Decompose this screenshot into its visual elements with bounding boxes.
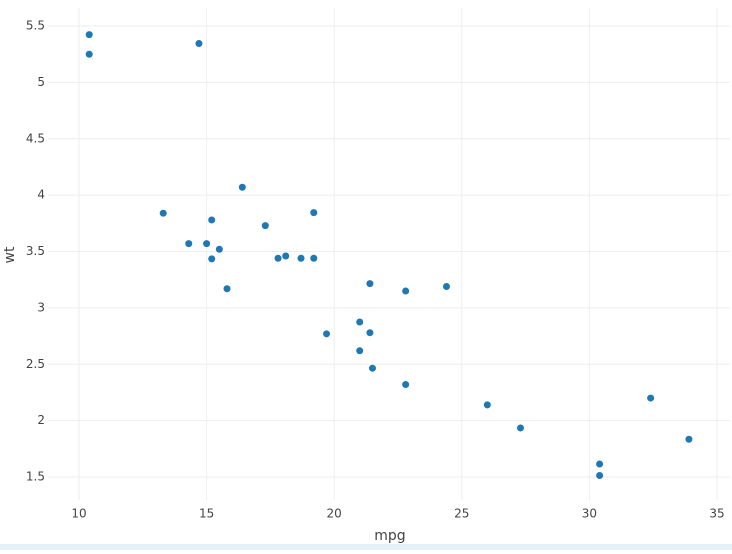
point — [195, 40, 203, 48]
y-tick-label: 2.5 — [26, 357, 45, 371]
point — [282, 252, 290, 260]
point — [516, 424, 524, 432]
bottom-strip — [0, 544, 732, 550]
point — [685, 435, 693, 443]
y-tick-label: 4 — [37, 188, 45, 202]
point — [356, 347, 364, 355]
point — [402, 381, 410, 389]
point — [647, 394, 655, 402]
point — [483, 401, 491, 409]
point — [85, 31, 93, 39]
x-tick-label: 25 — [454, 507, 469, 521]
x-tick-label: 15 — [199, 507, 214, 521]
point — [356, 318, 364, 326]
point — [366, 280, 374, 288]
point — [323, 330, 331, 338]
point — [596, 472, 604, 480]
x-tick-label: 10 — [71, 507, 86, 521]
y-tick-label: 3 — [37, 300, 45, 314]
x-tick-label: 30 — [582, 507, 597, 521]
point — [85, 50, 93, 58]
y-axis-label: wt — [2, 246, 18, 263]
point — [596, 460, 604, 468]
point — [442, 282, 450, 290]
point — [238, 183, 246, 191]
y-tick-label: 4.5 — [26, 131, 45, 145]
y-tick-label: 3.5 — [26, 244, 45, 258]
x-tick-label: 35 — [709, 507, 724, 521]
point — [223, 285, 231, 293]
point — [310, 209, 318, 217]
point — [159, 209, 167, 217]
point — [208, 216, 216, 224]
y-tick-label: 2 — [37, 413, 45, 427]
point — [261, 222, 269, 230]
point — [215, 245, 223, 253]
point — [402, 287, 410, 295]
point — [368, 364, 376, 372]
y-tick-label: 5 — [37, 75, 45, 89]
point — [185, 240, 193, 248]
point — [366, 329, 374, 337]
point — [310, 254, 318, 262]
x-tick-label: 20 — [327, 507, 342, 521]
point — [274, 254, 282, 262]
y-tick-label: 5.5 — [26, 19, 45, 33]
point — [203, 240, 211, 248]
y-tick-label: 1.5 — [26, 470, 45, 484]
x-axis-label: mpg — [374, 528, 405, 544]
point — [208, 255, 216, 263]
point — [297, 254, 305, 262]
